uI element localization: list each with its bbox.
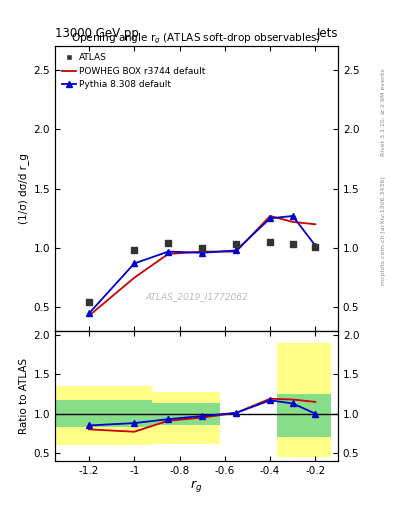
Title: Opening angle r$_g$ (ATLAS soft-drop observables): Opening angle r$_g$ (ATLAS soft-drop obs… — [72, 32, 321, 46]
Text: mcplots.cern.ch [arXiv:1306.3436]: mcplots.cern.ch [arXiv:1306.3436] — [381, 176, 386, 285]
Point — [267, 238, 273, 246]
Legend: ATLAS, POWHEG BOX r3744 default, Pythia 8.308 default: ATLAS, POWHEG BOX r3744 default, Pythia … — [59, 51, 208, 92]
Point — [165, 239, 171, 247]
Text: 13000 GeV pp: 13000 GeV pp — [55, 27, 139, 40]
Text: Jets: Jets — [316, 27, 338, 40]
Y-axis label: Ratio to ATLAS: Ratio to ATLAS — [19, 358, 29, 434]
Point — [199, 244, 205, 252]
Point — [131, 246, 138, 254]
Point — [233, 240, 239, 248]
Text: Rivet 3.1.10, ≥ 2.9M events: Rivet 3.1.10, ≥ 2.9M events — [381, 69, 386, 157]
X-axis label: $r_g$: $r_g$ — [190, 478, 203, 495]
Point — [312, 243, 318, 251]
Point — [290, 240, 296, 248]
Text: ATLAS_2019_I1772062: ATLAS_2019_I1772062 — [145, 292, 248, 302]
Point — [86, 297, 92, 306]
Y-axis label: (1/σ) dσ/d r_g: (1/σ) dσ/d r_g — [18, 153, 29, 224]
